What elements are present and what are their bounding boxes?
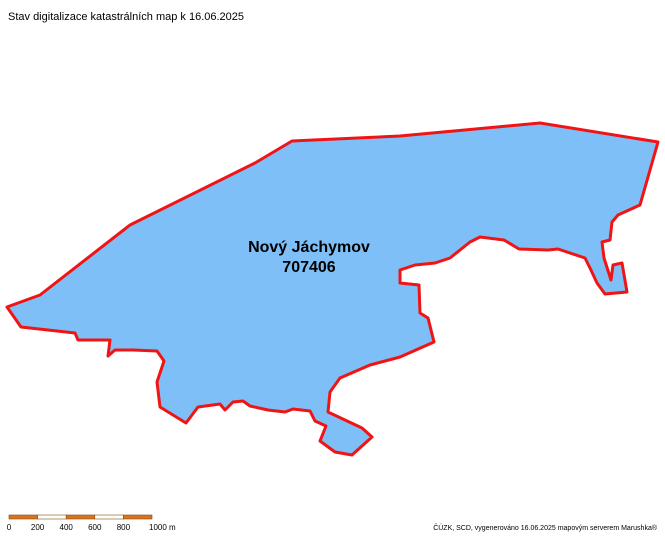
map-title: Stav digitalizace katastrálních map k 16…	[8, 11, 244, 23]
area-code: 707406	[282, 259, 335, 276]
scale-label: 0	[7, 523, 12, 532]
scale-segment	[123, 514, 153, 520]
cadastral-area	[5, 121, 660, 457]
scale-label: 1000 m	[149, 523, 176, 532]
scale-bar: 0 200 400 600 800 1000 m	[7, 514, 176, 532]
credit: ČÚZK, SCD, vygenerováno 16.06.2025 mapov…	[433, 523, 658, 532]
area-name: Nový Jáchymov	[248, 239, 370, 256]
scale-label: 800	[117, 523, 131, 532]
scale-label: 400	[60, 523, 74, 532]
scale-segment	[8, 514, 38, 520]
scale-label: 200	[31, 523, 45, 532]
scale-label: 600	[88, 523, 102, 532]
scale-segment	[94, 514, 124, 520]
scale-segment	[65, 514, 96, 520]
scale-segment	[37, 514, 67, 520]
